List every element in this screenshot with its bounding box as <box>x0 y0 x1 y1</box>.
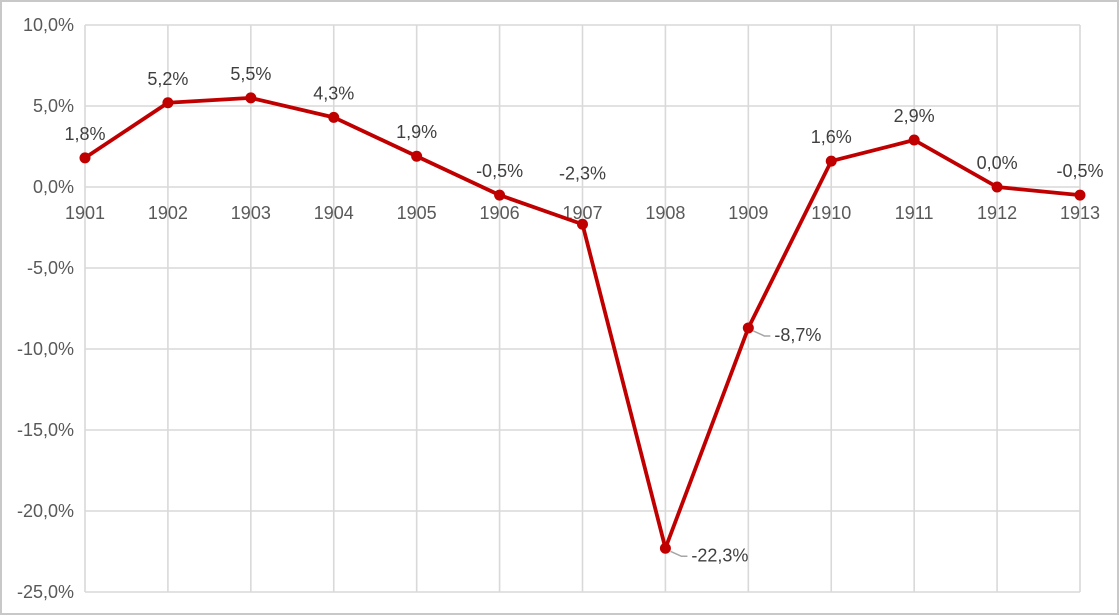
y-axis-tick-label: -5,0% <box>27 258 74 278</box>
x-axis-tick-label: 1901 <box>65 203 105 223</box>
x-axis-tick-label: 1907 <box>562 203 602 223</box>
x-axis-tick-label: 1904 <box>314 203 354 223</box>
data-point-label: 0,0% <box>977 153 1018 173</box>
y-axis-tick-label: -20,0% <box>17 501 74 521</box>
data-point-label: 1,8% <box>64 124 105 144</box>
y-axis-tick-label: -15,0% <box>17 420 74 440</box>
data-point-marker <box>1074 189 1086 201</box>
data-point-marker <box>908 134 920 146</box>
y-axis-tick-label: 5,0% <box>33 96 74 116</box>
data-point-marker <box>991 181 1003 193</box>
data-point-marker <box>659 542 671 554</box>
data-point-marker <box>245 92 257 104</box>
y-axis-tick-label: -10,0% <box>17 339 74 359</box>
data-point-label: -0,5% <box>1056 161 1103 181</box>
data-point-marker <box>577 218 588 230</box>
data-point-label: -0,5% <box>476 161 523 181</box>
data-point-label: 2,9% <box>894 106 935 126</box>
data-point-marker <box>328 111 340 123</box>
data-point-marker <box>825 155 837 167</box>
label-leader-line <box>670 550 688 558</box>
x-axis-tick-label: 1909 <box>728 203 768 223</box>
x-axis-tick-label: 1910 <box>811 203 851 223</box>
data-point-marker <box>411 150 423 162</box>
data-point-marker <box>162 97 174 109</box>
data-point-label: 5,2% <box>147 69 188 89</box>
data-point-label: -8,7% <box>774 325 821 345</box>
data-point-label: -22,3% <box>691 545 748 565</box>
y-axis-tick-label: -25,0% <box>17 582 74 602</box>
y-axis-tick-label: 10,0% <box>23 15 74 35</box>
x-axis-tick-label: 1902 <box>148 203 188 223</box>
x-axis-tick-label: 1913 <box>1060 203 1100 223</box>
x-axis-tick-label: 1903 <box>231 203 271 223</box>
label-leader-line <box>753 330 771 337</box>
data-point-label: 1,6% <box>811 127 852 147</box>
x-axis-tick-label: 1908 <box>645 203 685 223</box>
y-axis-tick-label: 0,0% <box>33 177 74 197</box>
data-point-label: 5,5% <box>230 64 271 84</box>
data-point-marker <box>742 322 754 334</box>
data-point-marker <box>494 189 506 201</box>
x-axis-tick-label: 1906 <box>480 203 520 223</box>
data-point-label: 1,9% <box>396 122 437 142</box>
x-axis-tick-label: 1905 <box>397 203 437 223</box>
x-axis-tick-label: 1911 <box>895 203 934 223</box>
data-point-marker <box>79 152 91 164</box>
data-point-label: 4,3% <box>313 83 354 103</box>
data-point-label: -2,3% <box>559 163 606 183</box>
x-axis-tick-label: 1912 <box>977 203 1017 223</box>
